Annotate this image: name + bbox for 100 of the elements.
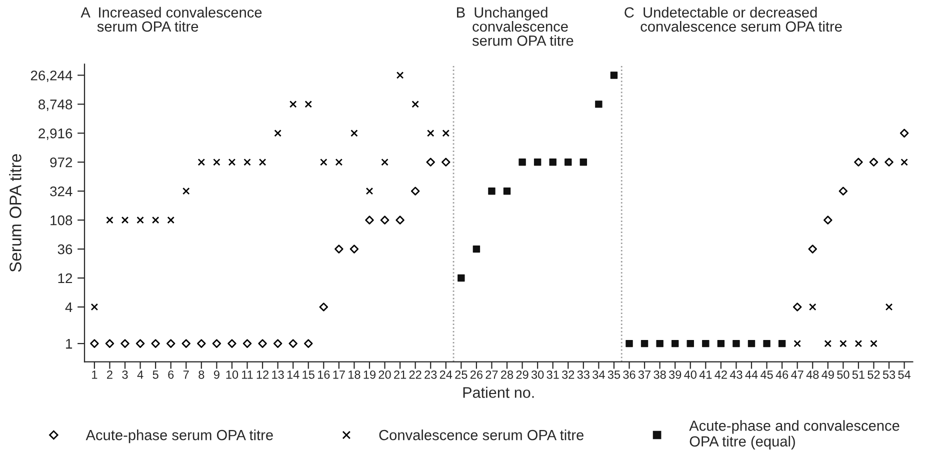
x-tick-label: 42 bbox=[714, 370, 727, 379]
point bbox=[105, 339, 114, 348]
point bbox=[885, 303, 893, 311]
point bbox=[90, 303, 98, 311]
point bbox=[365, 216, 374, 224]
y-tick-label: 324 bbox=[50, 186, 72, 196]
x-tick-label: 23 bbox=[424, 370, 437, 379]
y-tick-label: 1 bbox=[66, 339, 72, 349]
text: A Increased convalescence serum OPA titre bbox=[80, 6, 262, 32]
x-axis-title: Patient no. bbox=[463, 386, 534, 398]
y-tick-label: 2,916 bbox=[38, 128, 72, 140]
point bbox=[534, 158, 542, 166]
point bbox=[258, 158, 266, 166]
point bbox=[426, 130, 434, 137]
point bbox=[671, 340, 679, 348]
point bbox=[488, 188, 496, 195]
x-tick-label: 32 bbox=[562, 370, 574, 379]
point bbox=[335, 158, 343, 166]
y-tick-label: 972 bbox=[50, 157, 72, 168]
x-tick-label: 14 bbox=[287, 370, 300, 379]
point bbox=[319, 302, 328, 312]
point bbox=[274, 130, 282, 137]
x-tick-label: 29 bbox=[516, 370, 528, 379]
point bbox=[212, 339, 222, 348]
x-tick-label: 4 bbox=[137, 370, 144, 379]
point bbox=[288, 339, 298, 348]
x-tick-label: 16 bbox=[318, 370, 330, 379]
x-tick-label: 15 bbox=[302, 370, 314, 379]
point bbox=[166, 339, 176, 348]
point bbox=[595, 100, 602, 108]
x-tick-label: 28 bbox=[501, 370, 514, 379]
x-tick-label: 47 bbox=[791, 370, 804, 379]
point bbox=[854, 340, 862, 348]
x-tick-label: 18 bbox=[348, 370, 360, 379]
y-axis-title: Serum OPA titre bbox=[9, 154, 22, 272]
point bbox=[792, 302, 802, 312]
x-tick-label: 45 bbox=[760, 370, 773, 379]
legend-label: Acute-phase and convalescence OPA titre (equal) bbox=[689, 420, 900, 450]
x-tick-label: 7 bbox=[183, 370, 189, 379]
point bbox=[640, 340, 648, 348]
x-tick-label: 17 bbox=[333, 370, 345, 379]
point bbox=[380, 216, 390, 224]
x-tick-label: 34 bbox=[592, 370, 605, 379]
point bbox=[580, 158, 588, 166]
y-tick-label: 12 bbox=[58, 273, 72, 284]
point bbox=[242, 339, 252, 348]
legend-label: Acute-phase serum OPA titre bbox=[86, 430, 273, 444]
x-tick-label: 6 bbox=[168, 370, 174, 379]
point bbox=[686, 340, 694, 348]
x-tick-label: 44 bbox=[745, 370, 758, 379]
legend-label: Convalescence serum OPA titre bbox=[379, 430, 584, 440]
point bbox=[197, 339, 206, 348]
point bbox=[778, 340, 786, 348]
point bbox=[136, 339, 145, 348]
x-tick-label: 31 bbox=[546, 370, 559, 379]
x-tick-label: 25 bbox=[455, 370, 468, 379]
point bbox=[869, 158, 878, 167]
x-tick-label: 39 bbox=[668, 370, 682, 379]
point bbox=[426, 158, 435, 167]
point bbox=[412, 100, 419, 108]
point bbox=[289, 100, 297, 108]
point bbox=[840, 340, 847, 348]
point bbox=[167, 216, 174, 224]
point bbox=[334, 244, 344, 254]
x-tick-label: 40 bbox=[684, 370, 696, 379]
point bbox=[366, 187, 374, 195]
point bbox=[732, 340, 740, 348]
x-tick-label: 27 bbox=[486, 370, 498, 379]
point bbox=[472, 245, 480, 253]
x-tick-label: 41 bbox=[699, 370, 712, 379]
point bbox=[304, 339, 313, 348]
point bbox=[824, 216, 832, 224]
x-tick-label: 50 bbox=[837, 370, 850, 379]
point bbox=[900, 128, 909, 138]
point bbox=[304, 100, 312, 108]
point bbox=[549, 158, 556, 166]
y-tick-label: 36 bbox=[58, 244, 72, 254]
point bbox=[503, 188, 511, 195]
point bbox=[120, 339, 130, 348]
point bbox=[136, 216, 144, 224]
x-tick-label: 54 bbox=[898, 370, 911, 379]
point bbox=[610, 72, 618, 79]
point bbox=[396, 72, 404, 79]
y-tick-label: 8,748 bbox=[38, 100, 72, 112]
point bbox=[458, 274, 465, 282]
point bbox=[702, 340, 710, 348]
x-tick-label: 21 bbox=[394, 370, 406, 379]
x-tick-label: 48 bbox=[806, 370, 819, 379]
point bbox=[717, 340, 725, 348]
point bbox=[198, 158, 206, 166]
point bbox=[152, 216, 160, 224]
point bbox=[350, 244, 359, 254]
x-tick-label: 36 bbox=[623, 370, 636, 379]
point bbox=[748, 340, 756, 348]
point bbox=[258, 339, 267, 348]
point bbox=[182, 339, 190, 348]
point bbox=[228, 339, 236, 348]
y-tick-label: 108 bbox=[50, 215, 72, 226]
point bbox=[900, 158, 908, 166]
point bbox=[381, 158, 388, 166]
